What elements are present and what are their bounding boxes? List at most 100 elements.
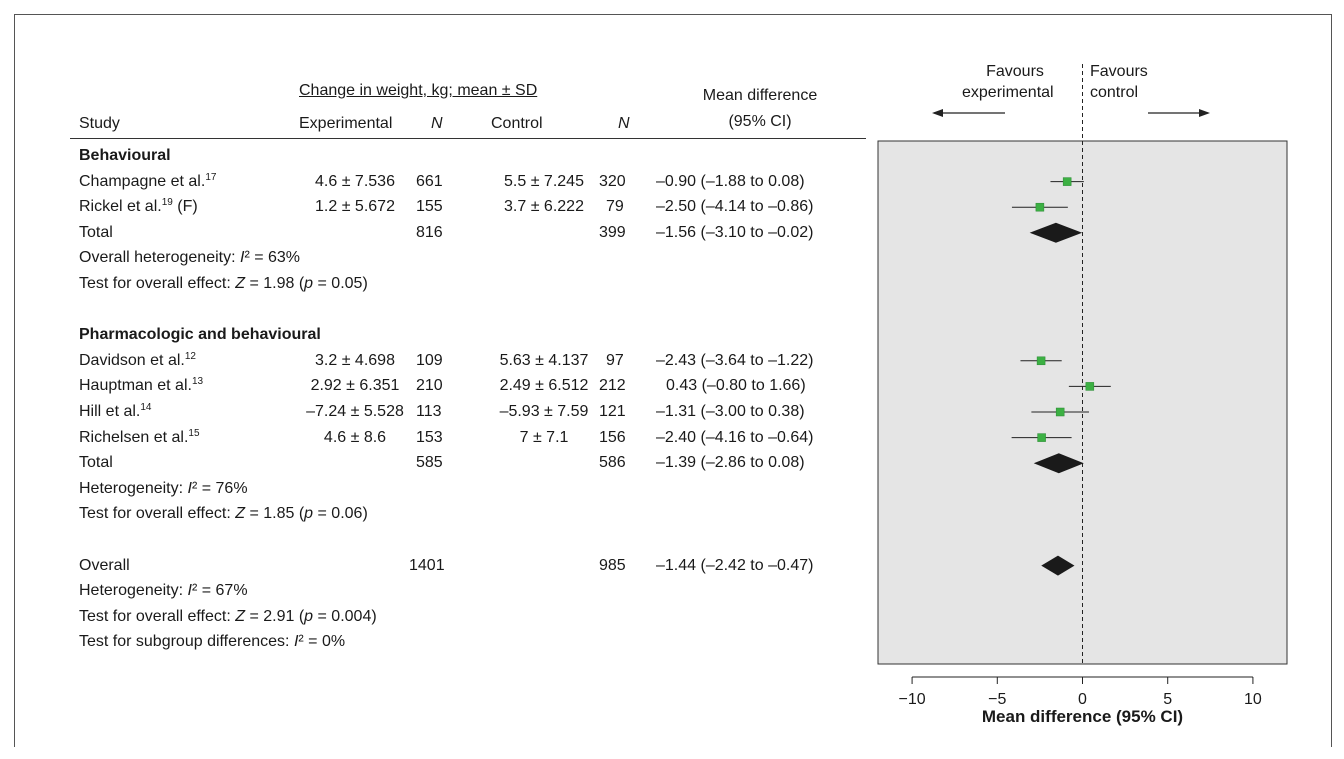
heterogeneity-stat: Overall heterogeneity: I² = 63% [79,249,300,267]
study-name-text: Hauptman et al. [79,377,192,394]
stat-prefix: Test for overall effect: [79,505,236,522]
control-n: 399 [599,224,626,241]
subgroup-heading: Behavioural [79,147,171,164]
experimental-mean-sd: 4.6 ± 7.536 [315,173,395,190]
heterogeneity-stat: Test for subgroup differences: I² = 0% [79,633,345,651]
stat-value: ² = 0% [298,633,346,650]
mean-difference-ci: –2.43 (–3.64 to –1.22) [656,352,814,369]
subgroup-heading: Pharmacologic and behavioural [79,326,321,343]
control-mean-sd: 5.63 ± 4.137 [499,352,589,369]
stat-prefix: Test for overall effect: [79,275,236,292]
col-header-control: Control [491,115,543,132]
control-n: 97 [606,352,624,369]
control-n: 79 [606,198,624,215]
stat-prefix: Test for overall effect: [79,608,236,625]
stat-value: ² = 67% [191,582,248,599]
stat-prefix: Overall heterogeneity: [79,249,240,266]
reference-number: 17 [205,172,217,183]
reference-number: 15 [188,428,200,439]
experimental-mean-sd: 1.2 ± 5.672 [315,198,395,215]
stat-symbol-p: p [304,608,314,625]
study-point-marker [1055,407,1065,417]
col-header-study: Study [79,115,120,132]
study-point-marker [1085,382,1095,391]
mean-difference-ci: –2.40 (–4.16 to –0.64) [656,429,814,446]
heterogeneity-stat: Heterogeneity: I² = 67% [79,582,248,600]
col-header-md-line2: (95% CI) [728,113,792,130]
stat-symbol: Z [235,505,245,522]
stat-value: ² = 63% [244,249,301,266]
study-name-suffix: (F) [172,198,198,215]
study-name: Richelsen et al.15 [79,429,200,447]
control-n: 212 [599,377,626,394]
total-label: Total [79,454,113,472]
pooled-estimate-diamond [1029,222,1083,243]
x-axis-tick-label: 5 [1163,691,1172,708]
study-name-text: Champagne et al. [79,173,206,190]
overall-effect-test: Test for overall effect: Z = 2.91 (p = 0… [79,608,377,626]
reference-number: 14 [140,402,152,413]
control-mean-sd: 2.49 ± 6.512 [499,377,589,394]
total-label: Total [79,224,113,242]
stat-prefix: Test for subgroup differences: [79,633,294,650]
study-point-marker [1037,433,1046,442]
control-mean-sd: –5.93 ± 7.59 [499,403,589,420]
pooled-estimate-diamond [1041,555,1075,576]
x-axis-tick-label: −10 [899,691,926,708]
stat-mid: = 1.98 ( [245,275,305,292]
reference-number: 12 [184,351,196,362]
study-name-text: Total [79,454,113,471]
col-header-exp-n: N [431,115,443,132]
study-name: Rickel et al.19 (F) [79,198,198,216]
control-n: 586 [599,454,626,471]
reference-number: 13 [191,376,204,387]
control-mean-sd: 5.5 ± 7.245 [504,173,584,190]
stat-mid: = 1.85 ( [245,505,305,522]
group-header-label: Change in weight, kg; mean ± SD [299,82,538,99]
experimental-n: 661 [416,173,443,190]
study-name: Hauptman et al.13 [79,377,203,395]
study-name: Davidson et al.12 [79,352,196,370]
stat-symbol: I [187,480,192,497]
experimental-n: 109 [416,352,443,369]
x-axis-label: Mean difference (95% CI) [981,707,1184,726]
header-rule [70,138,866,139]
stat-value: ² = 76% [191,480,248,497]
mean-difference-ci: –2.50 (–4.14 to –0.86) [656,198,814,215]
pooled-estimate-diamond [1033,453,1084,474]
figure-frame [14,14,1332,747]
x-axis-tick-label: 0 [1078,691,1087,708]
mean-difference-ci: –1.39 (–2.86 to 0.08) [656,454,805,471]
stat-value: = 0.05) [313,275,368,292]
favours-experimental-arrowhead [932,109,943,117]
study-name: Hill et al.14 [79,403,151,421]
experimental-n: 1401 [409,557,445,574]
stat-prefix: Heterogeneity: [79,480,188,497]
study-point-marker [1035,202,1045,212]
x-axis-tick-label: −5 [988,691,1006,708]
study-name-text: Davidson et al. [79,352,185,369]
experimental-n: 585 [416,454,443,471]
control-n: 156 [599,429,626,446]
control-n: 985 [599,557,626,574]
favours-experimental-line2: experimental [962,84,1054,101]
control-mean-sd: 7 ± 7.1 [519,429,569,446]
stat-mid: = 2.91 ( [245,608,305,625]
experimental-mean-sd: –7.24 ± 5.528 [306,403,404,420]
stat-symbol: I [187,582,192,599]
stat-value: = 0.06) [313,505,368,522]
mean-difference-ci: –0.90 (–1.88 to 0.08) [656,173,805,190]
heterogeneity-stat: Heterogeneity: I² = 76% [79,480,248,498]
col-header-md-line1: Mean difference [702,87,818,104]
experimental-n: 155 [416,198,443,215]
stat-value: = 0.004) [313,608,377,625]
mean-difference-ci: –1.31 (–3.00 to 0.38) [656,403,805,420]
stat-symbol-p: p [304,505,314,522]
stat-symbol: Z [235,275,245,292]
mean-difference-ci: –1.56 (–3.10 to –0.02) [656,224,814,241]
experimental-mean-sd: 3.2 ± 4.698 [315,352,395,369]
favours-control-arrowhead [1199,109,1210,117]
x-axis-tick-label: 10 [1244,691,1262,708]
study-name-text: Overall [79,557,130,574]
col-header-ctl-n: N [618,115,630,132]
